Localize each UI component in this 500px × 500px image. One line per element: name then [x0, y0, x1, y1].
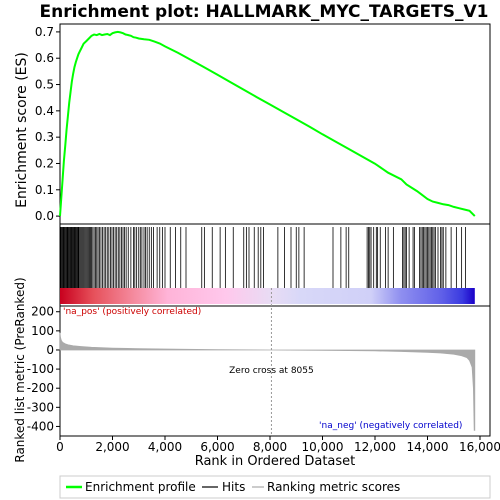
es-y-axis-label: Enrichment score (ES) — [14, 52, 30, 208]
legend-hits-label: Hits — [222, 480, 245, 494]
es-y-tick-label: 0.3 — [35, 130, 54, 144]
legend-box — [59, 475, 491, 499]
metric-panel-frame — [59, 305, 491, 437]
es-y-tick-label: 0.0 — [35, 209, 54, 223]
es-curve — [59, 30, 476, 217]
negative-correlation-label: 'na_neg' (negatively correlated) — [319, 421, 462, 431]
metric-y-tick-label: 200 — [31, 305, 54, 319]
x-tick-label: 12,000 — [354, 440, 396, 454]
es-y-tick-label: 0.2 — [35, 156, 54, 170]
x-tick-label: 14,000 — [407, 440, 449, 454]
metric-area — [59, 332, 476, 431]
x-tick-label: 2,000 — [95, 440, 129, 454]
es-y-tick-label: 0.7 — [35, 25, 54, 39]
x-tick-label: 8,000 — [253, 440, 287, 454]
chart-title: Enrichment plot: HALLMARK_MYC_TARGETS_V1 — [40, 2, 489, 22]
x-axis-label: Rank in Ordered Dataset — [195, 454, 356, 469]
zero-cross-label: Zero cross at 8055 — [229, 366, 314, 376]
metric-y-tick-label: -300 — [27, 400, 54, 414]
legend-metric-label: Ranking metric scores — [267, 480, 400, 494]
metric-y-ticks: 200 100 0 -100 -200 -300 -400 — [27, 305, 60, 433]
es-y-tick-label: 0.6 — [35, 51, 54, 65]
x-axis-ticks: 0 2,000 4,000 6,000 8,000 10,000 12,000 14,000 1… — [56, 436, 500, 454]
metric-y-tick-label: 100 — [31, 324, 54, 338]
metric-y-tick-label: -200 — [27, 381, 54, 395]
legend-enrichment-label: Enrichment profile — [85, 480, 196, 494]
es-y-tick-label: 0.4 — [35, 104, 54, 118]
es-y-ticks: 0.0 0.1 0.2 0.3 0.4 0.5 0.6 0.7 — [35, 25, 60, 223]
x-tick-label: 6,000 — [200, 440, 234, 454]
x-tick-label: 0 — [56, 440, 64, 454]
x-tick-label: 10,000 — [302, 440, 344, 454]
es-panel-frame — [59, 23, 491, 225]
hit-marks — [59, 227, 466, 288]
metric-y-axis-label: Ranked list metric (PreRanked) — [13, 277, 27, 462]
metric-y-tick-label: 0 — [46, 343, 54, 357]
es-y-tick-label: 0.1 — [35, 183, 54, 197]
metric-y-tick-label: -400 — [27, 419, 54, 433]
positive-correlation-label: 'na_pos' (positively correlated) — [63, 307, 201, 317]
x-tick-label: 16,000 — [459, 440, 500, 454]
ranking-colorbar — [60, 288, 475, 304]
x-tick-label: 4,000 — [148, 440, 182, 454]
es-y-tick-label: 0.5 — [35, 78, 54, 92]
metric-y-tick-label: -100 — [27, 362, 54, 376]
